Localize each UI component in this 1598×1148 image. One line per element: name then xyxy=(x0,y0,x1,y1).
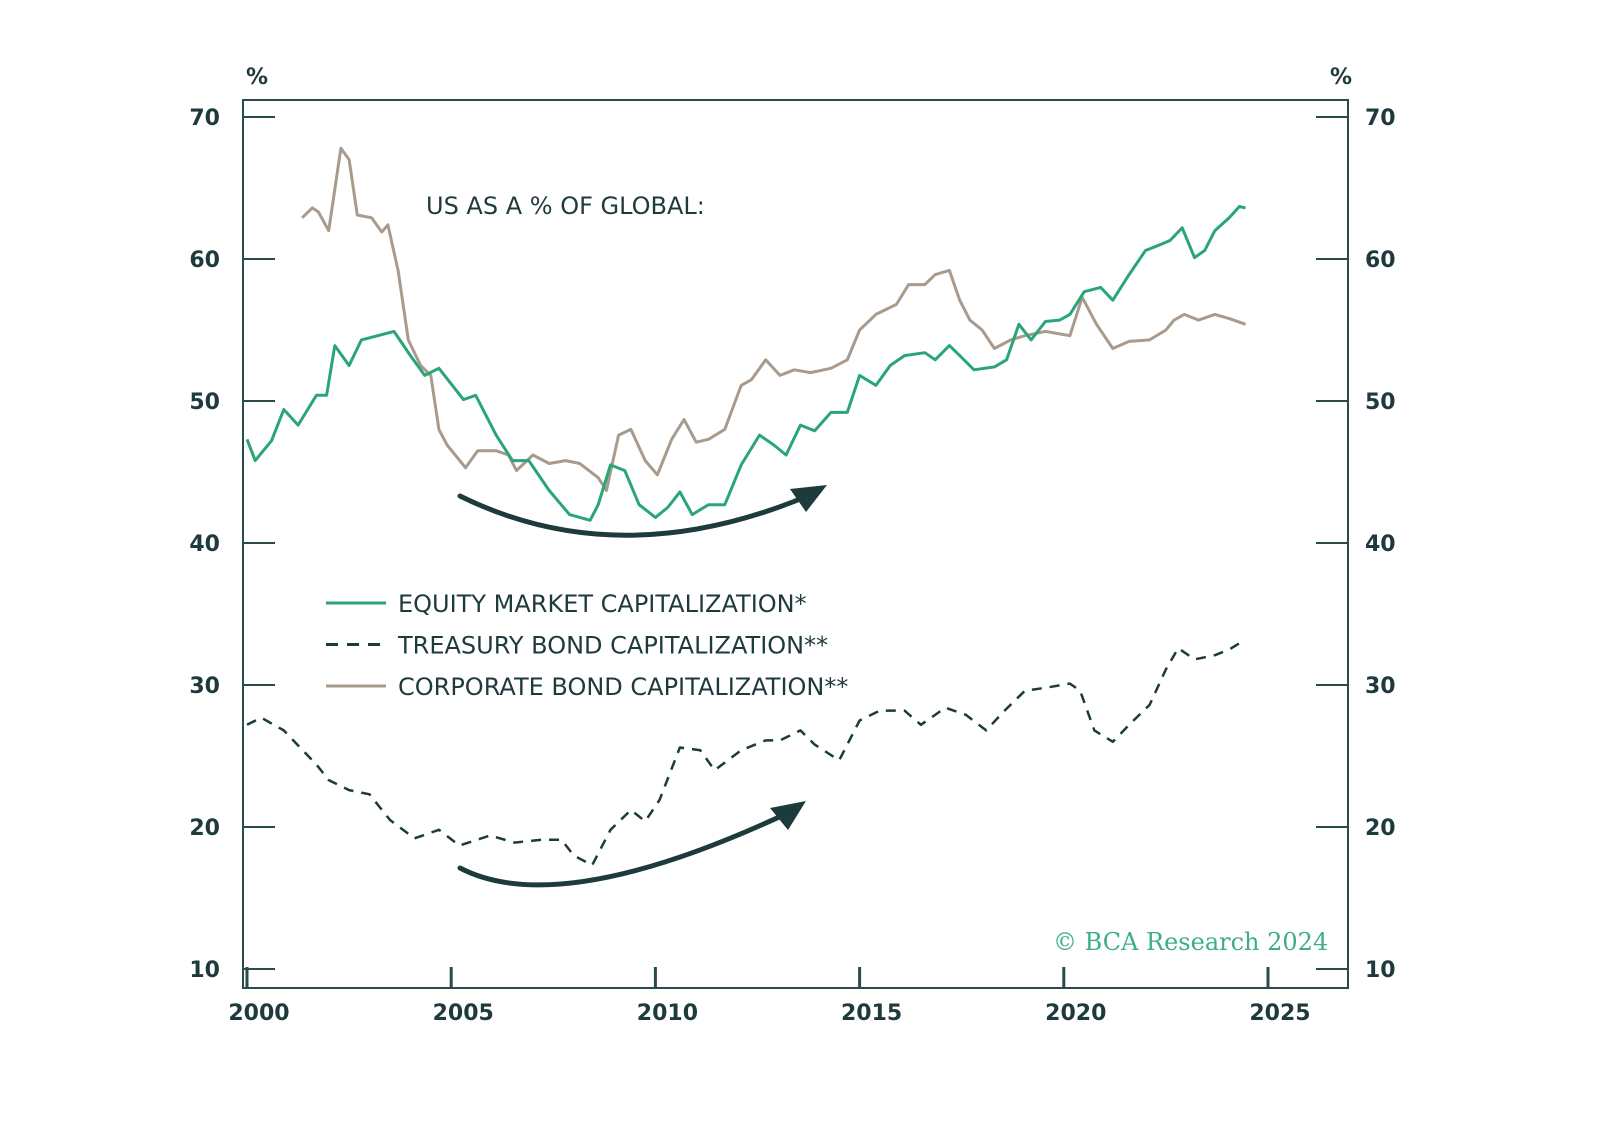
x-tick-label: 2025 xyxy=(1249,1001,1310,1026)
y-tick-label-left: 20 xyxy=(189,816,220,841)
y-tick-label-right: 20 xyxy=(1365,816,1396,841)
y-axis: 10 10 20 20 30 30 40 40 50 50 60 60 70 70 xyxy=(189,106,1395,983)
legend-label: TREASURY BOND CAPITALIZATION** xyxy=(397,632,828,660)
x-tick-label: 2005 xyxy=(433,1001,494,1026)
legend-label: EQUITY MARKET CAPITALIZATION* xyxy=(398,590,807,618)
y-tick-label-right: 50 xyxy=(1365,390,1396,415)
right-axis-unit: % xyxy=(1330,65,1352,90)
plot-frame xyxy=(243,100,1348,988)
x-tick-label: 2020 xyxy=(1045,1001,1106,1026)
left-axis-unit: % xyxy=(246,65,268,90)
y-tick-label-left: 10 xyxy=(189,958,220,983)
chart-title: US AS A % OF GLOBAL: xyxy=(426,192,705,220)
x-axis: 2000 2005 2010 2015 2020 2025 xyxy=(228,967,1310,1026)
treasury-trend-arrow xyxy=(460,812,790,885)
y-tick-label-right: 70 xyxy=(1365,106,1396,131)
y-tick-label-right: 40 xyxy=(1365,532,1396,557)
x-tick-label: 2000 xyxy=(228,1001,289,1026)
y-tick-label-right: 30 xyxy=(1365,674,1396,699)
watermark: © BCA Research 2024 xyxy=(1053,928,1328,956)
equity-trend-arrow xyxy=(460,495,810,535)
legend: EQUITY MARKET CAPITALIZATION* TREASURY BO… xyxy=(326,590,848,701)
y-tick-label-left: 40 xyxy=(189,532,220,557)
legend-label: CORPORATE BOND CAPITALIZATION** xyxy=(398,673,848,701)
y-tick-label-left: 30 xyxy=(189,674,220,699)
treasury-arrowhead xyxy=(770,801,806,830)
y-tick-label-left: 50 xyxy=(189,390,220,415)
y-tick-label-right: 60 xyxy=(1365,248,1396,273)
series-line-0 xyxy=(247,207,1246,521)
x-tick-label: 2010 xyxy=(637,1001,698,1026)
y-tick-label-right: 10 xyxy=(1365,958,1396,983)
y-tick-label-left: 70 xyxy=(189,106,220,131)
y-tick-label-left: 60 xyxy=(189,248,220,273)
series-lines xyxy=(247,148,1246,865)
x-tick-label: 2015 xyxy=(841,1001,902,1026)
